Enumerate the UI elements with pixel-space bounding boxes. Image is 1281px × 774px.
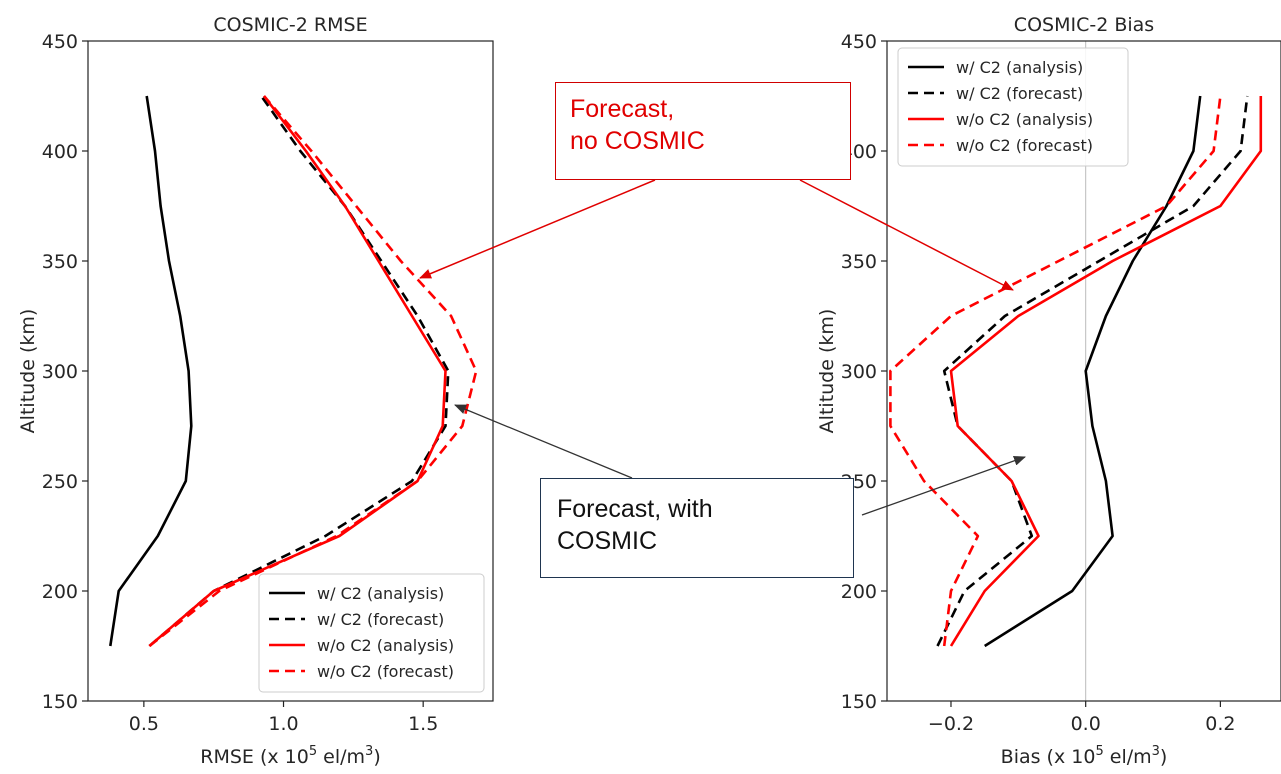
callout-forecast-no-cosmic: Forecast, no COSMIC: [555, 82, 851, 180]
y-tick-label: 450: [42, 31, 78, 53]
rmse-panel: 150 200 250 300 350 400 450 0.5 1.0 1.5 COSMIC-2 R…: [17, 14, 494, 768]
callout-line-1: Forecast,: [570, 95, 675, 123]
x-tick-label: 0.0: [1071, 713, 1101, 735]
legend: w/ C2 (analysis) w/ C2 (forecast) w/o C2 (…: [258, 573, 485, 693]
chart-title: COSMIC-2 Bias: [1014, 14, 1154, 36]
series-line-0: [984, 95, 1202, 648]
legend-label: w/o C2 (analysis): [956, 110, 1093, 129]
legend-label: w/o C2 (analysis): [317, 636, 454, 655]
callout-forecast-with-cosmic: Forecast, with COSMIC: [540, 478, 854, 578]
y-tick-label: 200: [42, 581, 78, 603]
x-tick-label: 0.5: [129, 713, 159, 735]
x-tick-label: −0.2: [928, 713, 974, 735]
y-axis-label: Altitude (km): [816, 309, 838, 434]
y-tick-label: 300: [841, 361, 877, 383]
y-tick-label: 400: [42, 141, 78, 163]
legend-label: w/ C2 (forecast): [956, 84, 1083, 103]
series-line-3: [889, 95, 1222, 647]
series-line-1: [936, 95, 1249, 647]
y-axis-label: Altitude (km): [17, 309, 39, 434]
legend-box: [258, 573, 485, 693]
y-tick-label: 300: [42, 361, 78, 383]
y-tick-label: 450: [841, 31, 877, 53]
x-axis-label: RMSE (x 105 el/m3): [200, 744, 380, 768]
arrow-with-cosmic-to-rmse: [454, 404, 633, 479]
legend: w/ C2 (analysis) w/ C2 (forecast) w/o C2 (…: [897, 47, 1129, 167]
series-line-1: [148, 95, 450, 647]
y-tick-label: 150: [42, 691, 78, 713]
legend-label: w/o C2 (forecast): [956, 136, 1093, 155]
arrow-no-cosmic-to-bias: [799, 179, 1014, 291]
legend-label: w/o C2 (forecast): [317, 662, 454, 681]
series-line-3: [148, 95, 478, 648]
arrow-with-cosmic-to-bias: [861, 455, 1026, 516]
callout-line-1: Forecast, with: [557, 495, 713, 523]
y-tick-label: 150: [841, 691, 877, 713]
y-tick-label: 350: [42, 251, 78, 273]
legend-label: w/ C2 (forecast): [317, 610, 444, 629]
y-tick-label: 250: [42, 471, 78, 493]
series-line-2: [148, 95, 447, 647]
y-tick-label: 350: [841, 251, 877, 273]
series-line-2: [949, 96, 1263, 647]
series-line-0: [109, 95, 193, 647]
callout-line-2: no COSMIC: [570, 127, 705, 155]
legend-box: [897, 47, 1129, 167]
arrow-no-cosmic-to-rmse: [419, 179, 656, 279]
x-tick-label: 0.2: [1205, 713, 1235, 735]
annotation-arrows: [419, 179, 1026, 516]
callout-line-2: COSMIC: [557, 527, 657, 555]
x-axis-label: Bias (x 105 el/m3): [1001, 744, 1168, 768]
x-tick-label: 1.5: [408, 713, 438, 735]
chart-title: COSMIC-2 RMSE: [213, 14, 367, 36]
legend-label: w/ C2 (analysis): [956, 58, 1083, 77]
legend-label: w/ C2 (analysis): [317, 584, 444, 603]
x-tick-label: 1.0: [268, 713, 298, 735]
y-tick-label: 200: [841, 581, 877, 603]
